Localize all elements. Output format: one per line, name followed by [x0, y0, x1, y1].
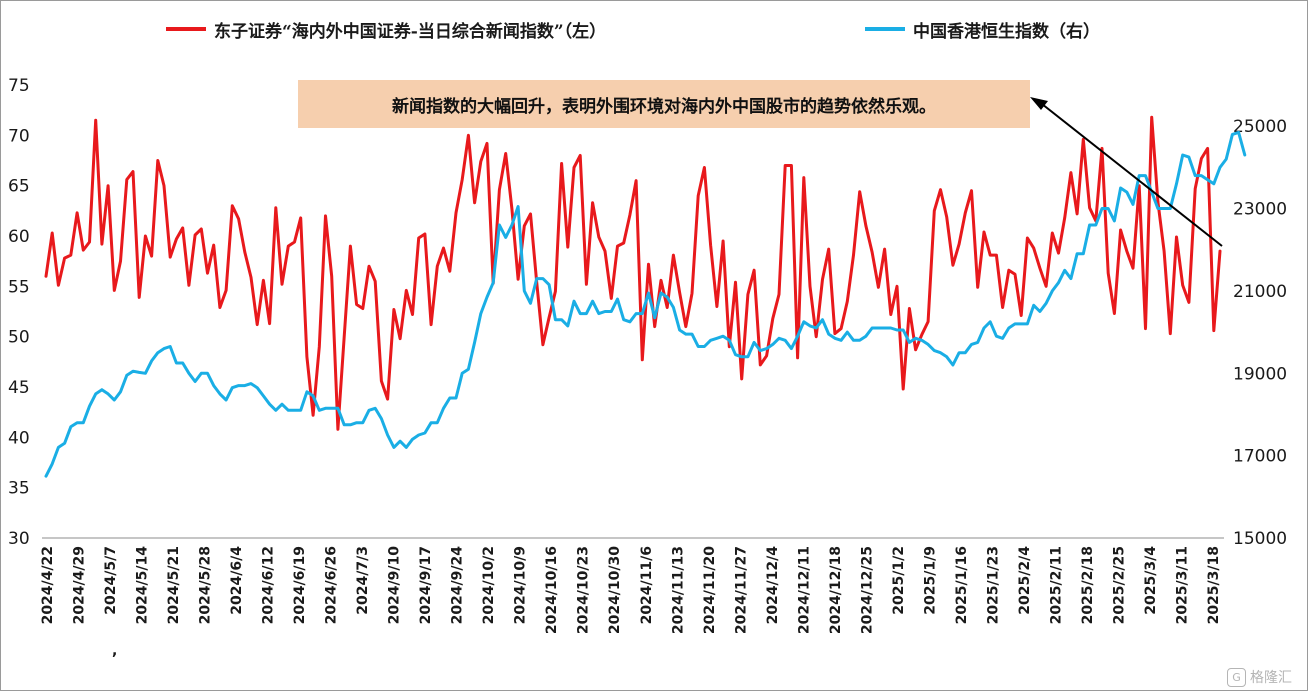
left-tick-label: 60	[8, 227, 30, 247]
legend-item-hang-seng: 中国香港恒生指数（右）	[865, 16, 1100, 42]
x-tick-label: 2024/11/13	[670, 546, 686, 634]
legend-swatch-red	[166, 27, 206, 31]
series-line-news-index	[44, 115, 1222, 431]
series-line-hang-seng	[44, 130, 1247, 478]
x-tick-label: 2025/2/25	[1111, 546, 1127, 624]
right-tick-label: 21000	[1233, 282, 1287, 302]
watermark-text: 格隆汇	[1250, 670, 1292, 686]
x-tick-label: 2025/3/18	[1206, 546, 1222, 624]
x-tick-label: 2024/4/29	[72, 546, 88, 624]
annotation-text: 新闻指数的大幅回升，表明外围环境对海内外中国股市的趋势依然乐观。	[392, 96, 936, 117]
left-tick-label: 75	[8, 76, 30, 96]
x-tick-label: 2024/10/16	[544, 546, 560, 634]
x-tick-label: 2025/1/16	[954, 546, 970, 624]
legend-label-hang-seng: 中国香港恒生指数（右）	[913, 21, 1100, 42]
x-tick-label: 2024/10/2	[481, 546, 497, 624]
x-axis-ticks: 2024/4/22 2024/4/29 2024/5/7 2024/5/14 2024/…	[40, 546, 1222, 659]
x-tick-label: 2025/1/23	[985, 546, 1001, 624]
x-tick-label: 2024/9/10	[387, 546, 403, 625]
x-axis-stray-mark: ,	[112, 643, 117, 659]
x-tick-label: 2024/7/3	[355, 546, 371, 615]
annotation-box: 新闻指数的大幅回升，表明外围环境对海内外中国股市的趋势依然乐观。	[298, 80, 1030, 128]
arrow-shaft	[1041, 103, 1223, 247]
x-tick-label: 2024/12/18	[828, 546, 844, 634]
x-tick-label: 2024/5/14	[135, 546, 151, 625]
x-tick-label: 2025/2/11	[1048, 546, 1064, 624]
legend-item-news-index: 东子证券“海内外中国证券-当日综合新闻指数”（左）	[166, 16, 606, 42]
right-tick-label: 17000	[1233, 447, 1287, 467]
right-axis-ticks: 15000 17000 19000 21000 23000 25000	[1233, 117, 1287, 549]
x-tick-label: 2024/9/17	[418, 546, 434, 624]
x-tick-label: 2024/10/23	[576, 546, 592, 634]
left-tick-label: 50	[8, 328, 30, 348]
x-tick-label: 2024/12/4	[765, 546, 781, 625]
right-tick-label: 25000	[1233, 117, 1287, 137]
x-tick-label: 2025/3/11	[1174, 546, 1190, 624]
x-tick-label: 2024/6/19	[292, 546, 308, 624]
x-tick-label: 2024/6/12	[261, 546, 277, 624]
annotation-arrow	[1030, 97, 1223, 247]
x-tick-label: 2024/11/20	[702, 546, 718, 634]
x-tick-label: 2024/12/25	[859, 546, 875, 634]
left-tick-label: 70	[8, 126, 30, 146]
left-tick-label: 55	[8, 277, 30, 297]
x-tick-label: 2024/5/28	[198, 546, 214, 624]
x-tick-label: 2025/2/4	[1017, 546, 1033, 615]
x-tick-label: 2025/3/4	[1143, 546, 1159, 615]
left-tick-label: 40	[8, 428, 30, 448]
right-tick-label: 19000	[1233, 364, 1287, 384]
x-tick-label: 2024/11/6	[639, 546, 655, 624]
watermark: G 格隆汇	[1227, 667, 1292, 687]
x-tick-label: 2024/5/7	[103, 546, 119, 615]
left-tick-label: 35	[8, 479, 30, 499]
x-tick-label: 2024/6/4	[229, 546, 245, 615]
watermark-logo-icon: G	[1227, 667, 1246, 687]
x-tick-label: 2025/1/9	[922, 546, 938, 615]
right-tick-label: 15000	[1233, 529, 1287, 549]
x-tick-label: 2024/10/30	[607, 546, 623, 634]
x-tick-label: 2024/4/22	[40, 546, 56, 624]
x-tick-label: 2025/1/2	[891, 546, 907, 615]
x-tick-label: 2025/2/18	[1080, 546, 1096, 624]
legend-swatch-blue	[865, 27, 905, 31]
series-lines	[44, 115, 1247, 478]
x-tick-label: 2024/12/11	[796, 546, 812, 634]
left-axis-ticks: 30 35 40 45 50 55 60 65 70 75	[8, 76, 30, 549]
right-tick-label: 23000	[1233, 200, 1287, 220]
arrow-head	[1030, 97, 1048, 110]
x-tick-label: 2024/10/9	[513, 546, 529, 624]
x-tick-label: 2024/11/27	[733, 546, 749, 634]
left-tick-label: 30	[8, 529, 30, 549]
legend-label-news-index: 东子证券“海内外中国证券-当日综合新闻指数”（左）	[214, 21, 607, 42]
left-tick-label: 65	[8, 177, 30, 197]
x-tick-label: 2024/6/26	[324, 546, 340, 624]
x-tick-label: 2024/9/24	[450, 546, 466, 625]
x-tick-label: 2024/5/21	[166, 546, 182, 624]
left-tick-label: 45	[8, 378, 30, 398]
